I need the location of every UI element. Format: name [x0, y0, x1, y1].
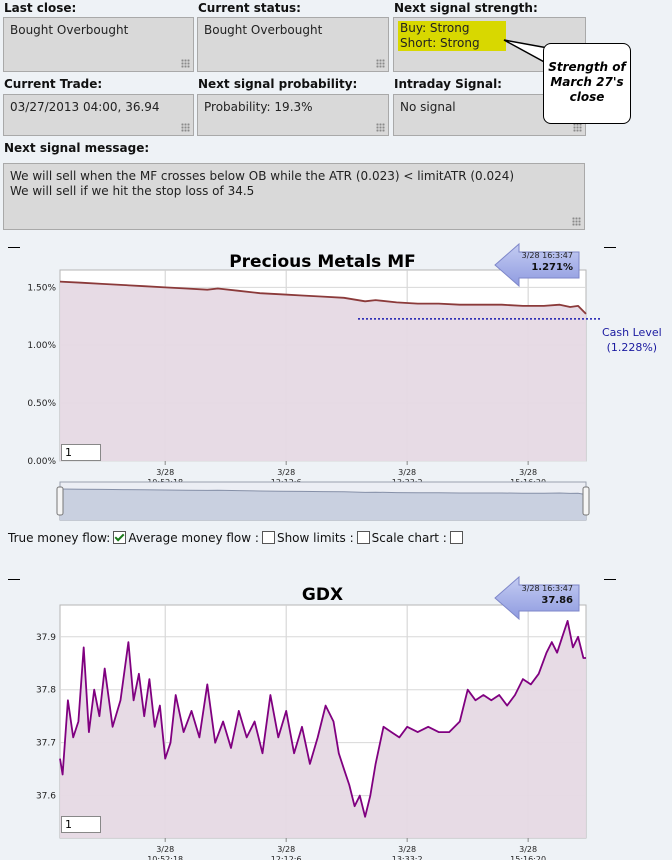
resize-grip-icon[interactable] [572, 217, 581, 226]
x-tick-date: 3/28 [156, 845, 174, 854]
x-tick-time: 12:12:6 [271, 855, 302, 860]
cash-level-title: Cash Level [602, 326, 662, 339]
collapse-dash-icon[interactable] [604, 247, 616, 248]
true-money-flow-label: True money flow: [8, 531, 111, 545]
signal-strength-highlight: Buy: Strong Short: Strong [398, 21, 506, 51]
navigator-line [59, 488, 587, 496]
x-tick-date: 3/28 [277, 845, 295, 854]
true-money-flow-checkbox[interactable] [113, 531, 127, 544]
current-trade-label: Current Trade: [4, 77, 103, 91]
x-tick-time: 15:16:20 [510, 855, 546, 860]
next-signal-message-field[interactable]: We will sell when the MF crosses below O… [3, 163, 585, 230]
x-tick-time: 13:33:2 [392, 855, 423, 860]
buy-strength: Buy: Strong [400, 21, 470, 35]
resize-grip-icon[interactable] [376, 59, 385, 68]
x-tick-date: 3/28 [519, 845, 537, 854]
mf-badge-value: 1.271% [531, 262, 573, 273]
last-close-value: Bought Overbought [10, 23, 129, 37]
current-status-field[interactable]: Bought Overbought [197, 17, 389, 72]
collapse-dash-icon[interactable] [8, 579, 20, 580]
callout-line-1: Strength of [548, 60, 626, 74]
next-signal-probability-value: Probability: 19.3% [204, 100, 313, 114]
average-money-flow-label: Average money flow : [128, 531, 259, 545]
intraday-signal-value: No signal [400, 100, 456, 114]
message-line-2: We will sell if we hit the stop loss of … [10, 184, 255, 198]
collapse-dash-icon[interactable] [8, 247, 20, 248]
x-tick-date: 3/28 [398, 845, 416, 854]
x-tick-date: 3/28 [156, 468, 174, 477]
last-close-label: Last close: [4, 1, 77, 15]
series-line [59, 280, 587, 315]
left-arrow-icon [494, 242, 580, 288]
y-tick-label: 0.50% [27, 399, 56, 409]
y-tick-label: 37.9 [36, 633, 56, 643]
cash-level-label: Cash Level (1.228%) [602, 325, 662, 355]
x-tick-date: 3/28 [277, 468, 295, 477]
scale-chart-label: Scale chart : [371, 531, 447, 545]
resize-grip-icon[interactable] [181, 123, 190, 132]
left-arrow-icon [494, 575, 580, 621]
mf-zoom-input[interactable]: 1 [61, 444, 101, 461]
mf-last-value-badge: 3/28 16:3:47 1.271% [493, 242, 581, 288]
current-status-value: Bought Overbought [204, 23, 323, 37]
resize-grip-icon[interactable] [573, 123, 582, 132]
current-status-label: Current status: [198, 1, 301, 15]
y-tick-label: 1.50% [27, 283, 56, 293]
gdx-last-value-badge: 3/28 16:3:47 37.86 [493, 575, 581, 621]
mf-badge-time: 3/28 16:3:47 [521, 251, 573, 260]
gdx-zoom-input[interactable]: 1 [61, 816, 101, 833]
x-tick-date: 3/28 [398, 468, 416, 477]
cash-level-value: (1.228%) [606, 341, 658, 354]
y-tick-label: 1.00% [27, 341, 56, 351]
y-tick-label: 0.00% [27, 457, 56, 467]
navigator-left-handle [56, 486, 64, 516]
resize-grip-icon[interactable] [376, 123, 385, 132]
current-trade-value: 03/27/2013 04:00, 36.94 [10, 100, 160, 114]
next-signal-strength-label: Next signal strength: [394, 1, 538, 15]
y-tick-label: 37.6 [36, 792, 56, 802]
series-area [60, 620, 586, 838]
resize-grip-icon[interactable] [181, 59, 190, 68]
collapse-dash-icon[interactable] [604, 579, 616, 580]
mf-chart: 0.00%0.50%1.00%1.50%3/2810:52:183/2812:1… [27, 269, 600, 521]
last-close-field[interactable]: Bought Overbought [3, 17, 194, 72]
gdx-badge-time: 3/28 16:3:47 [521, 584, 573, 593]
next-signal-probability-label: Next signal probability: [198, 77, 358, 91]
callout-line-2: March 27's [550, 75, 624, 89]
series-area [60, 281, 586, 461]
gdx-chart-title: GDX [301, 585, 344, 605]
y-tick-label: 37.7 [36, 739, 56, 749]
current-trade-field[interactable]: 03/27/2013 04:00, 36.94 [3, 94, 194, 136]
mf-chart-title: Precious Metals MF [229, 252, 416, 272]
show-limits-label: Show limits : [276, 531, 354, 545]
callout-line-3: close [569, 90, 605, 104]
navigator-area [60, 489, 586, 520]
series-line [59, 620, 586, 818]
x-tick-date: 3/28 [519, 468, 537, 477]
show-limits-checkbox[interactable] [356, 531, 370, 544]
y-tick-label: 37.8 [36, 686, 56, 696]
chart-options-row: True money flow: Average money flow : Show… [8, 531, 465, 545]
strength-callout: Strength of March 27's close [543, 43, 631, 124]
scale-chart-checkbox[interactable] [449, 531, 463, 544]
average-money-flow-checkbox[interactable] [261, 531, 275, 544]
short-strength: Short: Strong [400, 36, 480, 50]
x-tick-time: 10:52:18 [147, 855, 183, 860]
message-line-1: We will sell when the MF crosses below O… [10, 169, 515, 183]
next-signal-message-label: Next signal message: [4, 141, 150, 155]
navigator-right-handle [582, 486, 590, 516]
gdx-badge-value: 37.86 [541, 595, 573, 606]
next-signal-probability-field[interactable]: Probability: 19.3% [197, 94, 389, 136]
intraday-signal-label: Intraday Signal: [394, 77, 502, 91]
